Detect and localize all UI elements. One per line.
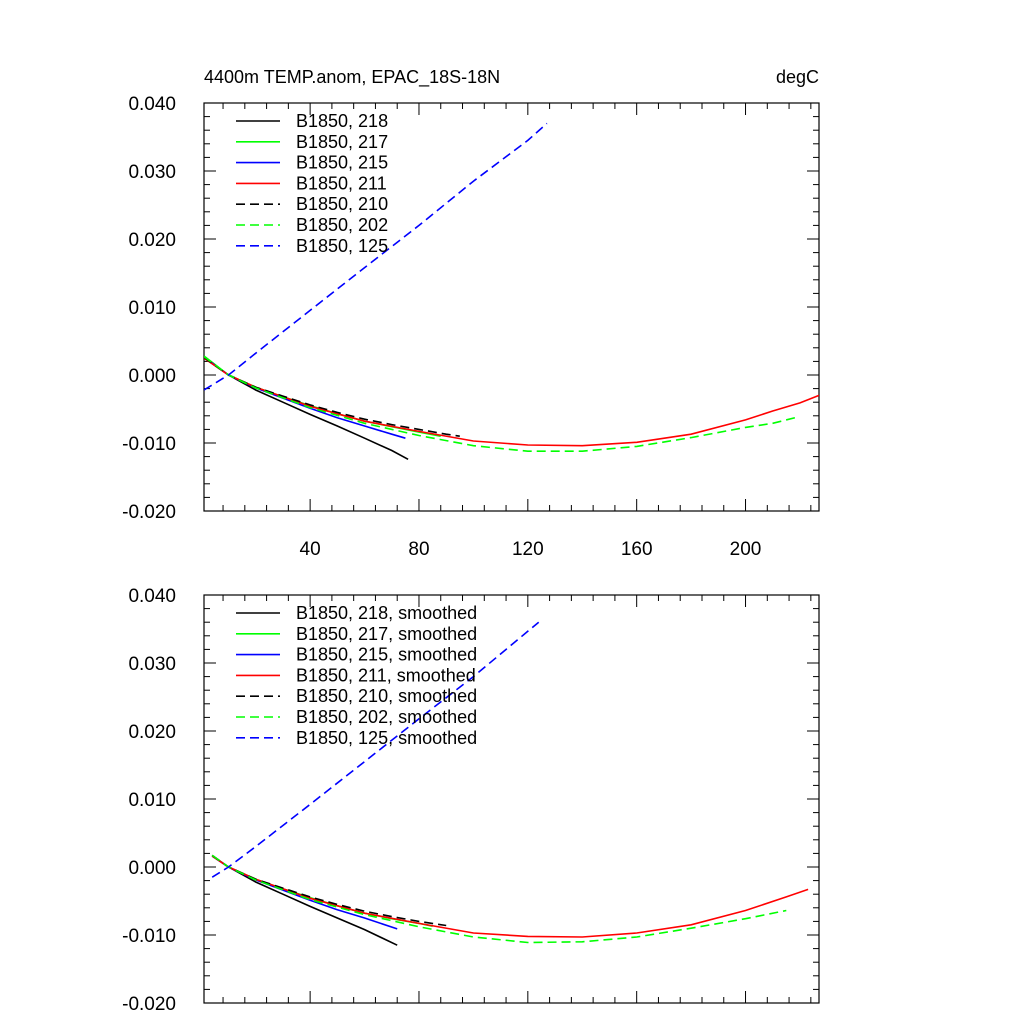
x-tick-label: 160 [621, 539, 653, 560]
y-tick-label: 0.040 [128, 586, 176, 607]
top-panel: -0.020 -0.010 0.000 0.010 0.020 0.030 0.040 40 8… [122, 67, 820, 560]
legend-label: B1850, 215, smoothed [296, 645, 477, 665]
series-line-1 [204, 355, 441, 437]
y-tick-label: 0.010 [128, 790, 176, 811]
y-tick-label: 0.000 [128, 366, 176, 387]
x-tick-label: 120 [512, 539, 544, 560]
y-tick-label: -0.010 [122, 434, 176, 455]
legend-label: B1850, 202 [296, 215, 388, 235]
legend-label: B1850, 218 [296, 111, 388, 131]
y-tick-label: 0.000 [128, 858, 176, 879]
series-line-3 [204, 357, 819, 447]
legend-label: B1850, 202, smoothed [296, 707, 477, 727]
x-tick-label: 80 [408, 539, 429, 560]
y-tick-label: 0.010 [128, 298, 176, 319]
series-line-5 [204, 355, 798, 452]
series-line-6 [211, 621, 540, 878]
y-tick-label: -0.020 [122, 502, 176, 523]
series-line-0 [204, 357, 409, 461]
bottom-panel: -0.020 -0.010 0.000 0.010 0.020 0.030 0.040 B18… [122, 586, 820, 1015]
series-line-2 [211, 855, 398, 930]
y-tick-label: 0.030 [128, 162, 176, 183]
legend-label: B1850, 211 [296, 173, 387, 193]
legend-label: B1850, 210, smoothed [296, 686, 477, 706]
y-tick-label: 0.030 [128, 654, 176, 675]
x-tick-label: 200 [730, 539, 762, 560]
y-tick-label: 0.040 [128, 94, 176, 115]
legend-label: B1850, 125 [296, 236, 388, 256]
legend-label: B1850, 215 [296, 153, 388, 173]
series-line-6 [204, 122, 548, 391]
y-tick-label: 0.020 [128, 722, 176, 743]
chart-title: 4400m TEMP.anom, EPAC_18S-18N [204, 67, 500, 88]
y-tick-label: -0.010 [122, 926, 176, 947]
legend-label: B1850, 218, smoothed [296, 603, 477, 623]
chart-units: degC [776, 67, 819, 87]
legend-label: B1850, 125, smoothed [296, 728, 477, 748]
legend-label: B1850, 217 [296, 132, 388, 152]
y-tick-label: -0.020 [122, 994, 176, 1015]
series-line-5 [211, 854, 787, 944]
y-tick-label: 0.020 [128, 230, 176, 251]
legend-label: B1850, 217, smoothed [296, 624, 477, 644]
series-line-1 [211, 854, 433, 927]
series-line-0 [211, 855, 398, 946]
legend-label: B1850, 211, smoothed [296, 665, 476, 685]
legend-label: B1850, 210 [296, 194, 388, 214]
x-tick-label: 40 [300, 539, 321, 560]
